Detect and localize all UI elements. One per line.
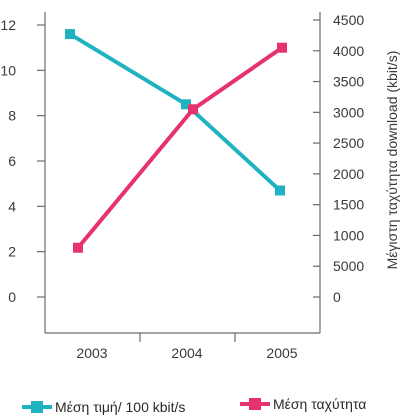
right-tick-label: 5000 (333, 258, 364, 274)
right-axis-ticks: 0 5000 1000 1500 2000 2500 3000 3500 4000 4500 (313, 12, 364, 305)
right-tick-label: 1500 (333, 197, 364, 213)
left-tick-label: 4 (8, 198, 16, 214)
legend-swatch-marker-0 (31, 401, 43, 413)
series-point-1 (277, 42, 287, 53)
legend: Μέση τιμή/ 100 kbit/s Μέση ταχύτητα (22, 396, 366, 415)
left-tick-label: 10 (0, 62, 16, 78)
series-point-0 (275, 185, 285, 196)
right-axis-title: Μέγιστη ταχύτητα download (kbit/s) (384, 51, 400, 270)
series-point-0 (181, 99, 191, 110)
right-tick-label: 4000 (333, 43, 364, 59)
right-tick-label: 2000 (333, 166, 364, 182)
axes (44, 12, 321, 334)
right-tick-label: 2500 (333, 135, 364, 151)
x-tick-label: 2005 (266, 345, 297, 361)
series-layer (65, 29, 287, 253)
legend-label-1: Μέση ταχύτητα (273, 396, 366, 412)
left-tick-label: 6 (8, 153, 16, 169)
x-axis-ticks: 2003 2004 2005 (76, 333, 298, 361)
series-line-1 (76, 46, 284, 250)
x-tick-label: 2004 (171, 345, 202, 361)
x-tick-label: 2003 (76, 345, 107, 361)
left-tick-label: 8 (8, 108, 16, 124)
series-point-0 (65, 29, 75, 40)
left-axis-ticks: 0 2 4 6 8 10 12 (0, 17, 45, 305)
series-point-1 (73, 242, 83, 253)
legend-swatch-marker-1 (249, 398, 261, 410)
legend-label-0: Μέση τιμή/ 100 kbit/s (55, 399, 185, 415)
left-tick-label: 2 (8, 244, 16, 260)
right-tick-label: 3500 (333, 74, 364, 90)
series-line-0 (68, 32, 282, 192)
series-point-1 (188, 104, 198, 115)
right-tick-label: 1000 (333, 227, 364, 243)
right-tick-label: 0 (333, 289, 341, 305)
right-tick-label: 3000 (333, 104, 364, 120)
left-tick-label: 0 (8, 289, 16, 305)
left-tick-label: 12 (0, 17, 16, 33)
right-tick-label: 4500 (333, 12, 364, 28)
